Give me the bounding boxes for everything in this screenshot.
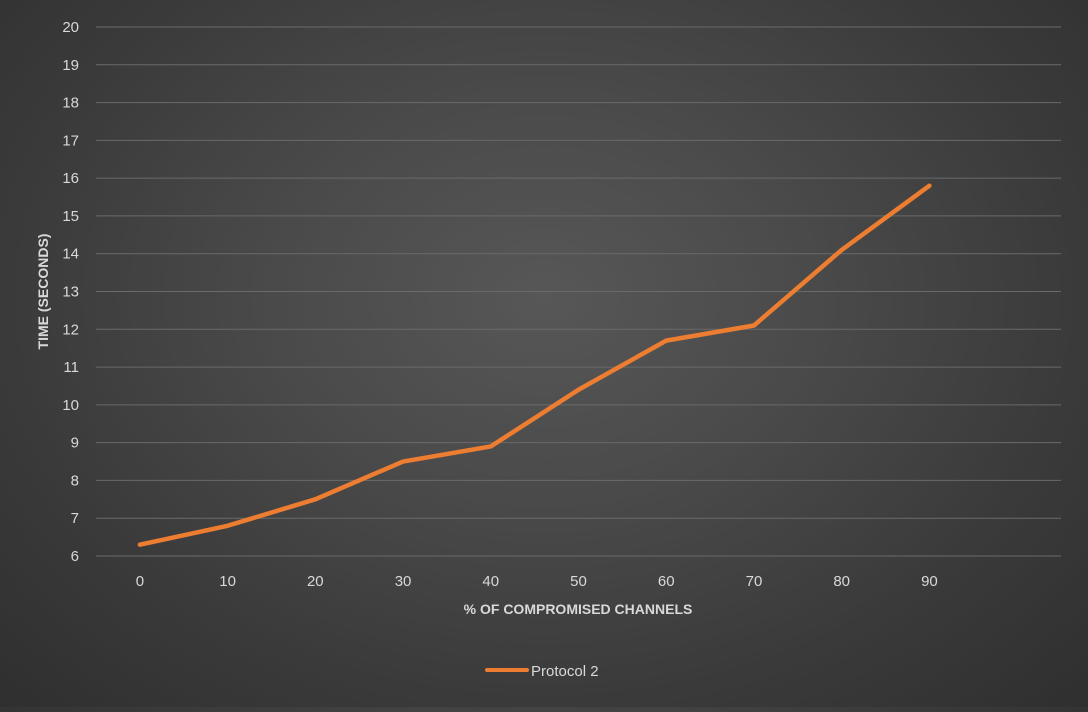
y-axis-title: TIME (SECONDS) <box>35 234 51 350</box>
x-tick-label: 40 <box>482 573 499 590</box>
y-tick-label: 13 <box>62 284 79 301</box>
y-axis-ticks: 6 7 8 9 10 11 12 13 14 15 16 17 18 19 20 <box>62 19 79 565</box>
y-tick-label: 6 <box>71 548 79 565</box>
y-tick-label: 9 <box>71 435 79 452</box>
x-axis-ticks: 0 10 20 30 40 50 60 70 80 90 <box>136 573 938 590</box>
x-axis-title: % OF COMPROMISED CHANNELS <box>464 601 693 617</box>
x-tick-label: 0 <box>136 573 144 590</box>
x-tick-label: 70 <box>746 573 763 590</box>
y-tick-label: 8 <box>71 472 79 489</box>
y-tick-label: 11 <box>63 359 79 376</box>
series-line-protocol-2 <box>137 183 932 547</box>
y-tick-label: 14 <box>62 246 79 263</box>
y-tick-label: 7 <box>71 510 79 527</box>
y-tick-label: 20 <box>62 19 79 36</box>
y-tick-label: 10 <box>62 397 79 414</box>
x-tick-label: 80 <box>833 573 850 590</box>
y-tick-label: 19 <box>62 57 79 74</box>
x-tick-label: 90 <box>921 573 938 590</box>
x-tick-label: 60 <box>658 573 675 590</box>
series-lines <box>137 183 932 547</box>
y-tick-label: 18 <box>62 95 79 112</box>
legend: Protocol 2 <box>485 663 599 680</box>
y-tick-label: 15 <box>62 208 79 225</box>
x-tick-label: 10 <box>219 573 236 590</box>
x-tick-label: 30 <box>395 573 412 590</box>
x-tick-label: 20 <box>307 573 324 590</box>
y-tick-label: 12 <box>62 321 79 338</box>
legend-label-protocol-2: Protocol 2 <box>531 663 599 680</box>
x-tick-label: 50 <box>570 573 587 590</box>
y-tick-label: 16 <box>62 170 79 187</box>
gridlines <box>96 26 1061 557</box>
y-tick-label: 17 <box>62 132 79 149</box>
